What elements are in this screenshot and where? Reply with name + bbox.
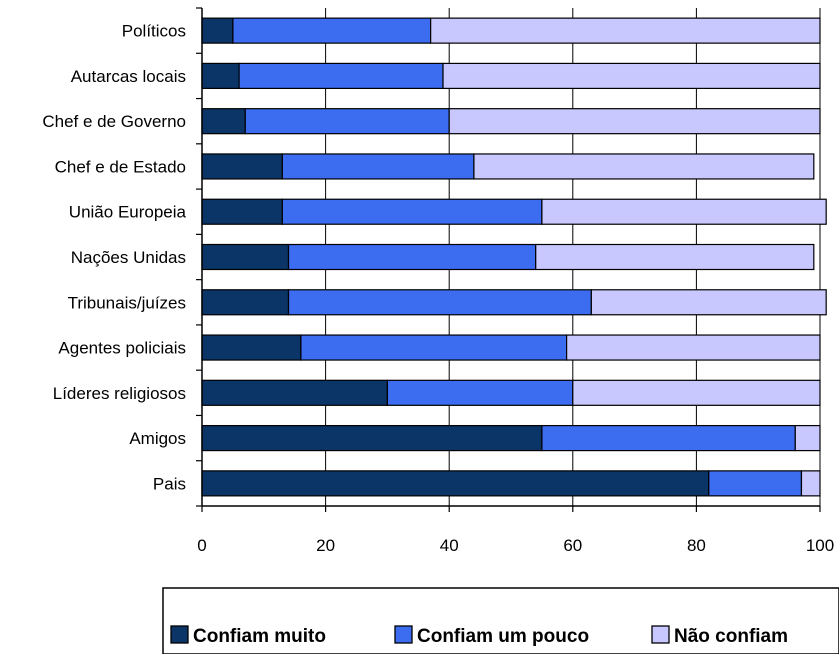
bar-nacoes-unidas-confiam-muito <box>201 243 290 271</box>
x-tick-label-60: 60 <box>563 536 582 555</box>
bar-politicos-confiam-muito <box>201 17 234 44</box>
bar-amigos-confiam-muito <box>201 424 543 452</box>
bar-nacoes-unidas-confiam-um-pouco <box>287 243 537 271</box>
bar-chef-e-de-governo-confiam-muito <box>201 108 246 135</box>
bar-autarcas-locais-nao-confiam <box>442 62 821 90</box>
legend-label-confiam-um-pouco: Confiam um pouco <box>417 626 589 647</box>
bar-tribunais-juizes-confiam-um-pouco <box>287 289 592 316</box>
bar-uniao-europeia-confiam-muito <box>201 198 283 225</box>
bar-agentes-policiais-confiam-um-pouco <box>300 334 568 361</box>
bar-chef-e-de-governo-nao-confiam <box>448 108 821 135</box>
bar-pais-confiam-um-pouco <box>708 470 803 497</box>
bar-pais-nao-confiam <box>800 470 821 497</box>
category-labels: Políticos Autarcas locais Chef e de Govern… <box>42 22 186 494</box>
bar-politicos-confiam-um-pouco <box>232 17 432 44</box>
category-label-nacoes-unidas: Nações Unidas <box>71 248 186 267</box>
x-tick-label-100: 100 <box>806 536 834 555</box>
category-label-politicos: Políticos <box>122 22 186 41</box>
category-label-tribunais-juizes: Tribunais/juízes <box>68 293 186 312</box>
bar-politicos-nao-confiam <box>430 17 821 44</box>
bar-uniao-europeia-confiam-um-pouco <box>281 198 543 225</box>
bar-lideres-religiosos-confiam-um-pouco <box>386 379 574 406</box>
category-label-pais: Pais <box>153 474 186 493</box>
legend-box <box>162 587 839 654</box>
legend: Confiam muito Confiam um pouco Não confi… <box>162 587 839 654</box>
legend-swatch-confiam-muito <box>170 625 189 644</box>
bar-lideres-religiosos-nao-confiam <box>572 379 821 406</box>
category-label-amigos: Amigos <box>129 429 186 448</box>
bar-tribunais-juizes-confiam-muito <box>201 289 290 316</box>
x-tick-label-0: 0 <box>197 536 206 555</box>
category-label-chef-e-de-governo: Chef e de Governo <box>42 112 186 131</box>
bar-lideres-religiosos-confiam-muito <box>201 379 388 406</box>
bar-uniao-europeia-nao-confiam <box>541 198 827 225</box>
x-tick-labels: 0 20 40 60 80 100 <box>197 536 834 555</box>
x-tick-label-80: 80 <box>687 536 706 555</box>
legend-swatch-nao-confiam <box>651 625 670 644</box>
category-label-uniao-europeia: União Europeia <box>69 203 187 222</box>
axes <box>196 7 821 512</box>
x-tick-label-20: 20 <box>316 536 335 555</box>
bar-chef-e-de-estado-confiam-muito <box>201 153 283 180</box>
bar-autarcas-locais-confiam-muito <box>201 62 240 90</box>
bar-autarcas-locais-confiam-um-pouco <box>238 62 444 90</box>
bars <box>201 17 827 497</box>
category-label-lideres-religiosos: Líderes religiosos <box>53 384 186 403</box>
x-tick-label-40: 40 <box>440 536 459 555</box>
category-label-agentes-policiais: Agentes policiais <box>58 339 186 358</box>
category-label-chef-e-de-estado: Chef e de Estado <box>55 157 186 176</box>
legend-label-confiam-muito: Confiam muito <box>193 626 326 647</box>
bar-chef-e-de-estado-confiam-um-pouco <box>281 153 475 180</box>
category-label-autarcas-locais: Autarcas locais <box>71 67 186 86</box>
legend-label-nao-confiam: Não confiam <box>674 626 788 647</box>
bar-chef-e-de-governo-confiam-um-pouco <box>244 108 450 135</box>
bar-tribunais-juizes-nao-confiam <box>590 289 827 316</box>
bar-nacoes-unidas-nao-confiam <box>535 243 815 271</box>
bar-pais-confiam-muito <box>201 470 710 497</box>
bar-agentes-policiais-nao-confiam <box>566 334 821 361</box>
bar-agentes-policiais-confiam-muito <box>201 334 302 361</box>
bar-chef-e-de-estado-nao-confiam <box>473 153 815 180</box>
bar-amigos-nao-confiam <box>794 424 821 452</box>
legend-swatch-confiam-um-pouco <box>394 625 413 644</box>
bar-amigos-confiam-um-pouco <box>541 424 796 452</box>
